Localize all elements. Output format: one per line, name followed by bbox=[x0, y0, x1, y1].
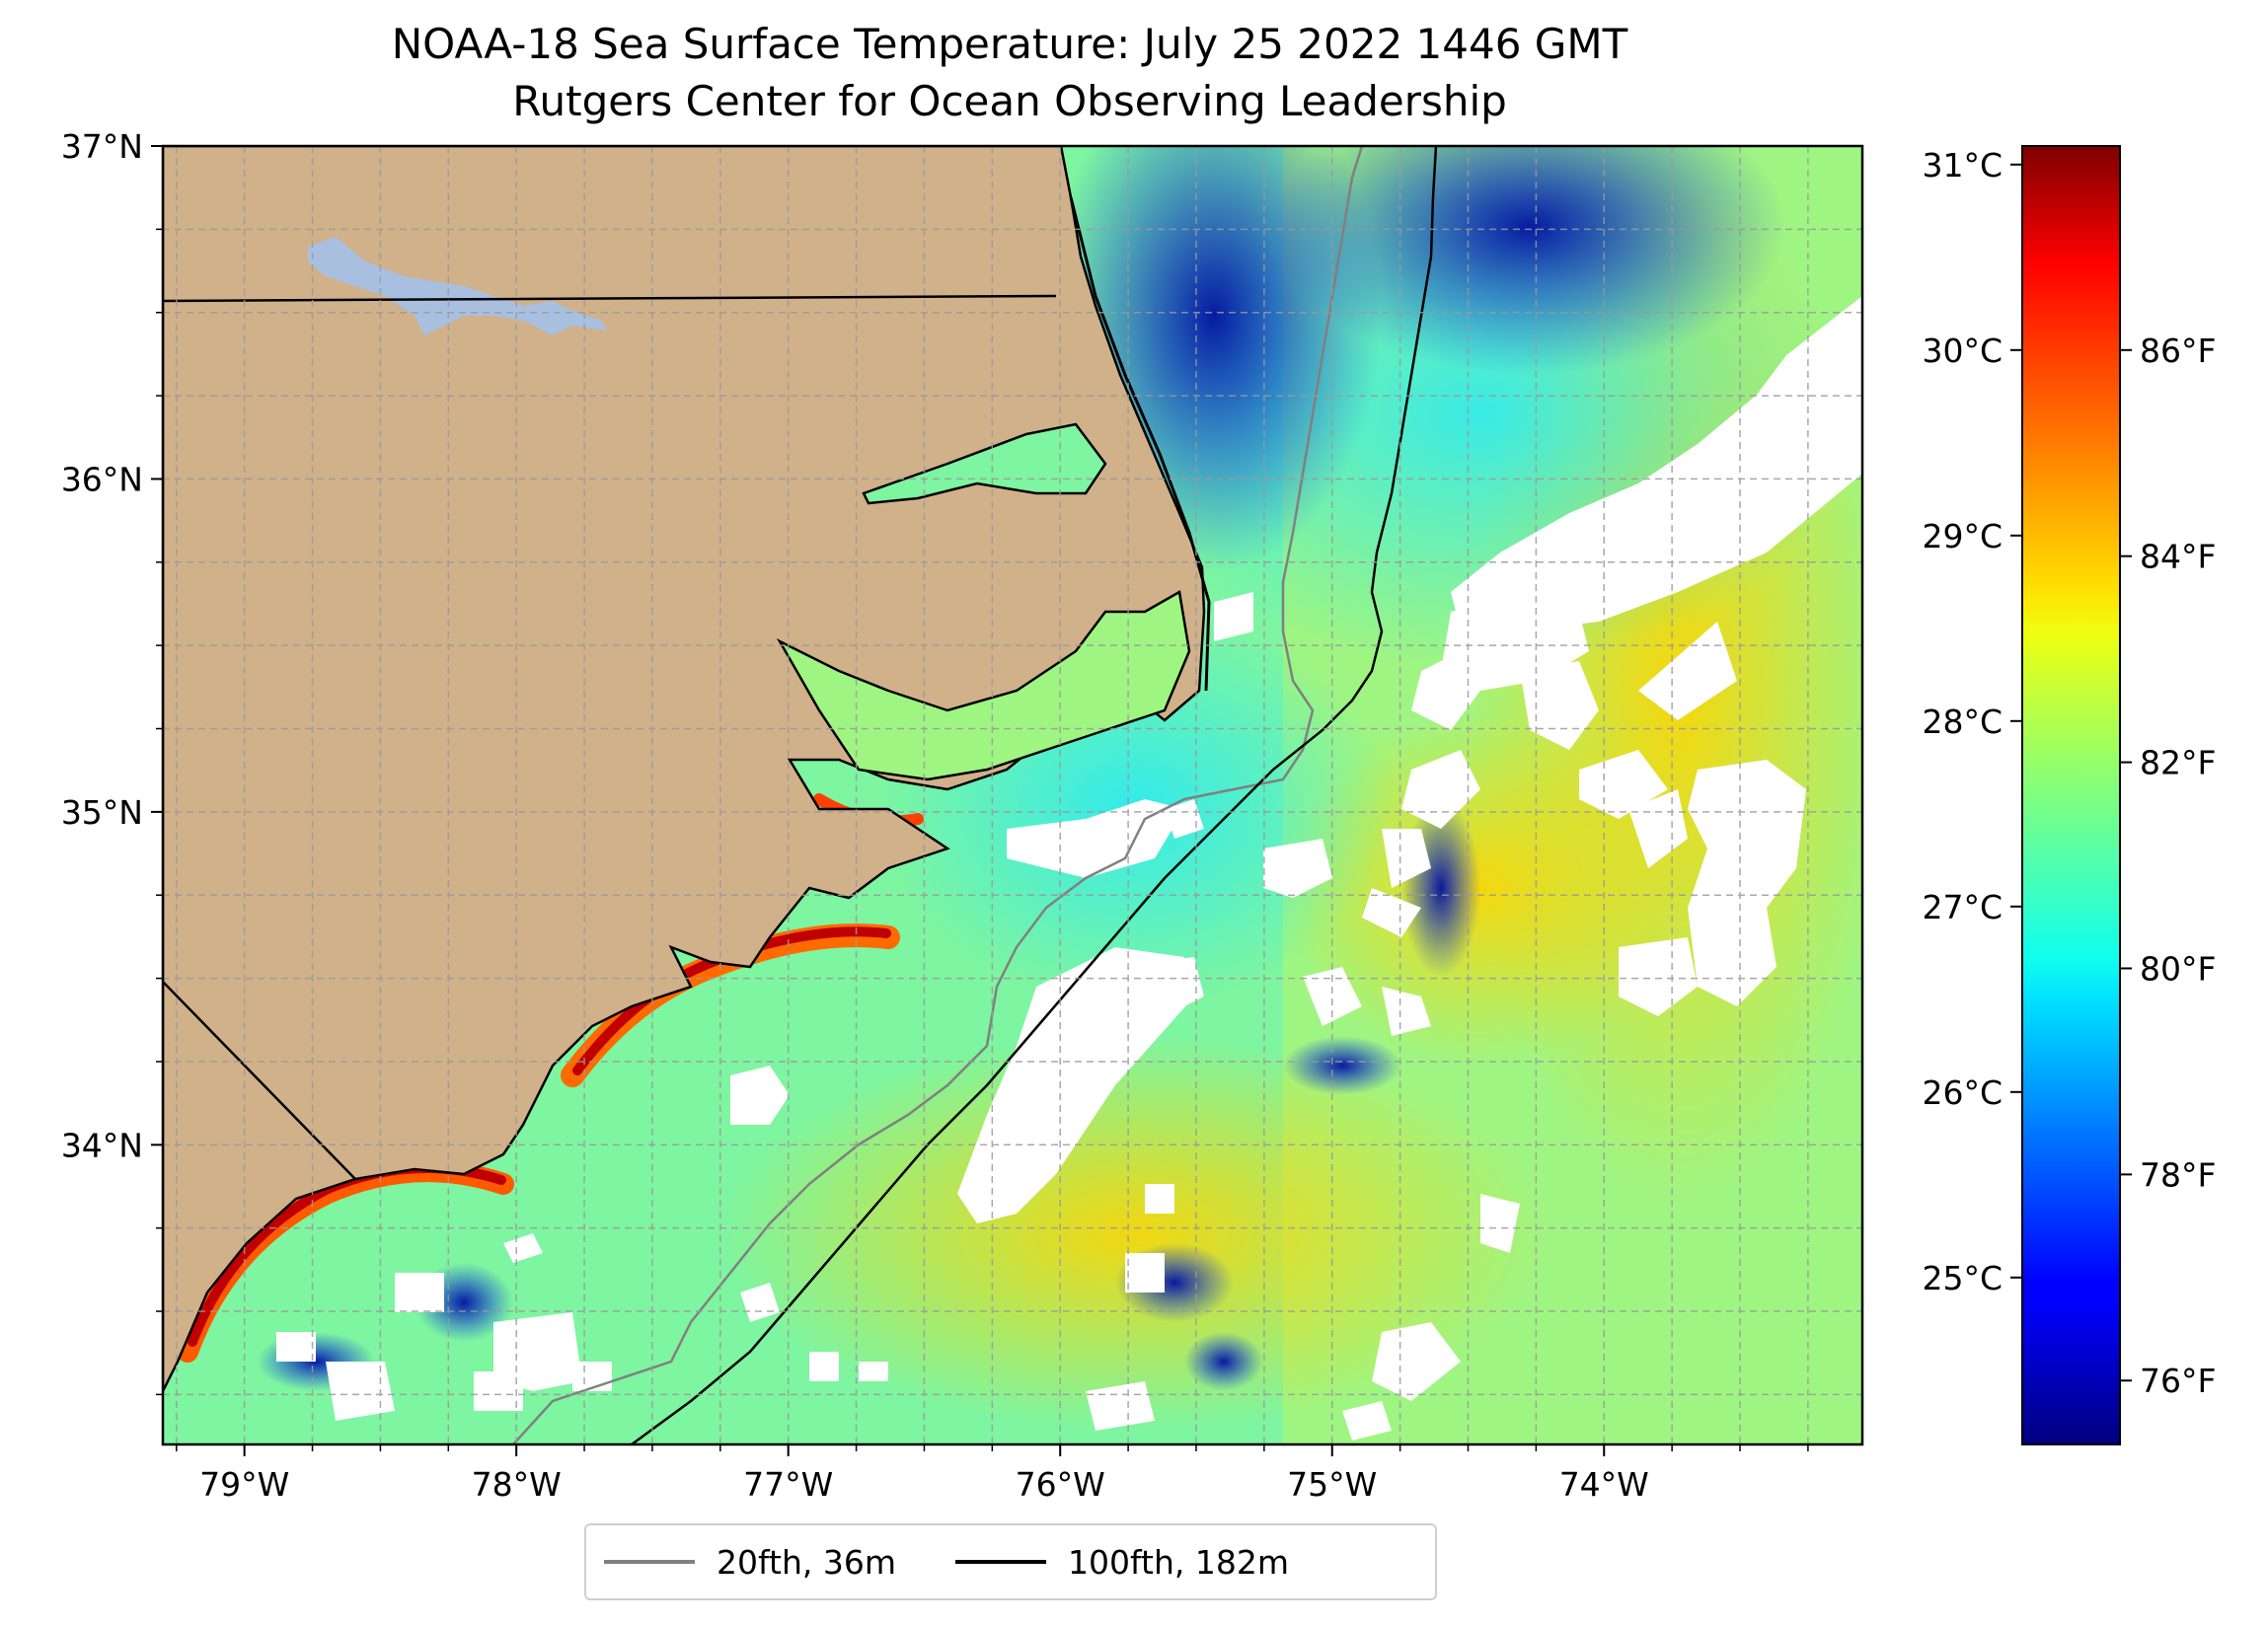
cloud-south-4 bbox=[1372, 1322, 1461, 1401]
warm-water-south bbox=[720, 1036, 1550, 1431]
cloud-south-3 bbox=[740, 1283, 780, 1322]
cloud-offshore-5 bbox=[1628, 789, 1688, 868]
cloud-offshore-4 bbox=[1579, 750, 1668, 819]
cloud-offshore-1 bbox=[1411, 651, 1480, 730]
cloud-offshore-6 bbox=[1688, 760, 1806, 1006]
fahrenheit-tick-label: 82°F bbox=[2140, 744, 2216, 782]
cold-eddy-1 bbox=[1283, 1036, 1401, 1095]
contour-100fth bbox=[631, 146, 1438, 1444]
cloud-center-3 bbox=[1303, 967, 1362, 1026]
nc-sc-border bbox=[163, 981, 356, 1180]
cloud-sw-3 bbox=[326, 1362, 395, 1421]
celsius-tick-label: 28°C bbox=[1922, 702, 2003, 741]
colorbar bbox=[2021, 145, 2121, 1445]
chart-title: NOAA-18 Sea Surface Temperature: July 25… bbox=[391, 20, 1628, 68]
outer-banks bbox=[1069, 196, 1211, 692]
fahrenheit-tick-label: 80°F bbox=[2140, 949, 2216, 988]
contour-legend: 20fth, 36m 100fth, 182m bbox=[584, 1523, 1437, 1600]
cloud-mid-b bbox=[1638, 622, 1737, 720]
cloud-south-9 bbox=[859, 1362, 888, 1381]
chart-subtitle: Rutgers Center for Ocean Observing Leade… bbox=[512, 77, 1507, 125]
legend-swatch-100fth bbox=[955, 1560, 1046, 1564]
lon-tick-label: 78°W bbox=[472, 1465, 562, 1504]
celsius-tick-label: 31°C bbox=[1922, 146, 2003, 185]
map-ticks: 79°W 78°W 77°W 76°W 75°W 74°W 37°N 36°N 35°N 34°N bbox=[61, 127, 1809, 1504]
lon-tick-label: 76°W bbox=[1016, 1465, 1105, 1504]
lon-tick-label: 74°W bbox=[1559, 1465, 1649, 1504]
cloud-mask bbox=[276, 296, 1862, 1441]
cloud-south-10 bbox=[1145, 1184, 1174, 1214]
legend-item-20fth: 20fth, 36m bbox=[604, 1543, 896, 1582]
kerr-lake bbox=[308, 237, 607, 335]
cloud-offshore-7 bbox=[1619, 937, 1698, 1016]
cloud-offshore-3 bbox=[1520, 661, 1599, 750]
lon-tick-label: 79°W bbox=[199, 1465, 289, 1504]
cloud-center-4 bbox=[1382, 987, 1431, 1036]
cold-eddy-6 bbox=[1184, 1332, 1263, 1391]
fahrenheit-tick-label: 76°F bbox=[2140, 1362, 2216, 1400]
legend-swatch-20fth bbox=[604, 1560, 695, 1564]
cloud-offshore-2 bbox=[1401, 750, 1480, 829]
cloud-south-1 bbox=[730, 1066, 790, 1125]
cloud-south-8 bbox=[809, 1352, 839, 1381]
cloud-south-5 bbox=[1480, 1194, 1520, 1253]
land-mass bbox=[163, 146, 1206, 1392]
grid-lines bbox=[163, 146, 1862, 1444]
cloud-near-2 bbox=[1263, 839, 1332, 898]
cloud-sw-1 bbox=[395, 1273, 444, 1312]
lon-tick-label: 77°W bbox=[743, 1465, 833, 1504]
cloud-sw-2 bbox=[276, 1332, 316, 1362]
map-frame bbox=[161, 144, 1864, 1446]
legend-item-100fth: 100fth, 182m bbox=[955, 1543, 1289, 1582]
cloud-south-2 bbox=[1125, 1253, 1165, 1293]
lon-tick-label: 75°W bbox=[1287, 1465, 1377, 1504]
cloud-sw-7 bbox=[503, 1233, 543, 1263]
cloud-near-1 bbox=[1007, 799, 1184, 878]
celsius-tick-label: 27°C bbox=[1922, 888, 2003, 926]
lat-tick-label: 36°N bbox=[61, 460, 143, 498]
celsius-tick-label: 30°C bbox=[1922, 332, 2003, 370]
cold-water-north-b bbox=[1273, 146, 1786, 375]
map-area bbox=[163, 146, 1862, 1444]
fahrenheit-tick-label: 86°F bbox=[2140, 332, 2216, 370]
cloud-east bbox=[1451, 296, 1862, 631]
cloud-offshore-9 bbox=[1362, 888, 1421, 937]
cloud-cape-hatteras bbox=[1214, 592, 1253, 641]
cloud-center bbox=[957, 947, 1194, 1223]
fahrenheit-tick-label: 78°F bbox=[2140, 1155, 2216, 1194]
cloud-south-6 bbox=[1342, 1401, 1392, 1441]
legend-label-100fth: 100fth, 182m bbox=[1068, 1542, 1289, 1582]
fahrenheit-tick-label: 84°F bbox=[2140, 538, 2216, 576]
contour-20fth bbox=[512, 146, 1364, 1444]
cloud-offshore-8 bbox=[1382, 829, 1431, 888]
celsius-tick-label: 25°C bbox=[1922, 1259, 2003, 1297]
pamlico-sound bbox=[776, 590, 1191, 781]
celsius-tick-label: 29°C bbox=[1922, 517, 2003, 555]
lat-tick-label: 34°N bbox=[61, 1126, 143, 1164]
legend-label-20fth: 20fth, 36m bbox=[717, 1542, 896, 1582]
colorbar-ticks: 31°C 30°C 29°C 28°C 27°C 26°C 25°C 86°F 84°F 82°F… bbox=[1922, 146, 2216, 1400]
cloud-near-3 bbox=[1165, 799, 1204, 839]
lat-tick-label: 37°N bbox=[61, 127, 143, 166]
lat-tick-label: 35°N bbox=[61, 793, 143, 832]
cloud-center-2 bbox=[1115, 957, 1204, 1016]
cloud-sw-6 bbox=[474, 1371, 523, 1411]
celsius-tick-label: 26°C bbox=[1922, 1073, 2003, 1112]
cloud-south-7 bbox=[1086, 1381, 1155, 1431]
